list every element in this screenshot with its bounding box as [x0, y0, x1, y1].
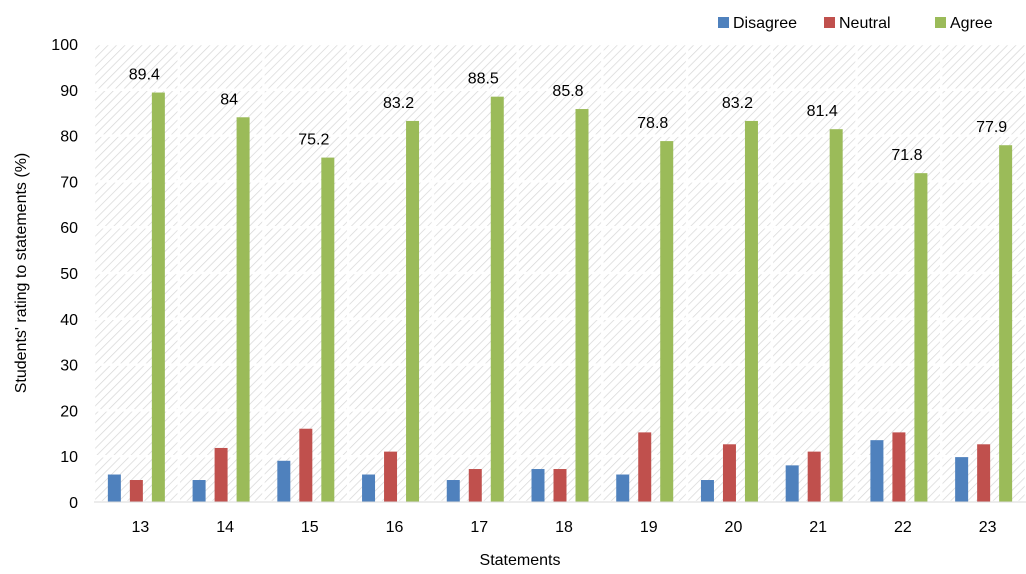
y-tick-label: 30	[60, 358, 78, 375]
bar-agree-15	[321, 157, 335, 503]
x-tick-label: 14	[216, 519, 234, 536]
bar-neutral-23	[977, 444, 991, 502]
data-label-18: 85.8	[552, 83, 583, 100]
data-label-20: 83.2	[722, 95, 753, 112]
x-tick-label: 19	[640, 519, 658, 536]
y-tick-label: 100	[51, 37, 78, 54]
y-tick-label: 80	[60, 129, 78, 146]
y-tick-label: 50	[60, 266, 78, 283]
x-tick-label: 16	[386, 519, 404, 536]
bar-neutral-21	[807, 451, 821, 502]
y-tick-label: 60	[60, 220, 78, 237]
legend-label-neutral: Neutral	[839, 15, 891, 32]
y-tick-label: 70	[60, 174, 78, 191]
legend-swatch-neutral	[824, 17, 835, 28]
bar-disagree-20	[700, 480, 714, 502]
data-label-19: 78.8	[637, 115, 668, 132]
x-tick-label: 13	[131, 519, 149, 536]
data-label-17: 88.5	[468, 71, 499, 88]
x-tick-label: 23	[979, 519, 997, 536]
x-tick-label: 17	[470, 519, 488, 536]
x-tick-label: 21	[809, 519, 827, 536]
bar-disagree-14	[192, 480, 206, 502]
data-label-15: 75.2	[298, 132, 329, 149]
bar-disagree-16	[362, 474, 376, 502]
bar-disagree-18	[531, 469, 545, 502]
bar-disagree-13	[107, 474, 121, 502]
x-axis-title: Statements	[480, 552, 561, 569]
bar-agree-18	[575, 109, 589, 502]
bar-agree-19	[660, 141, 674, 502]
y-tick-label: 10	[60, 449, 78, 466]
bar-agree-22	[914, 173, 928, 502]
bar-disagree-21	[785, 465, 799, 502]
bar-agree-23	[999, 145, 1013, 502]
bar-agree-17	[490, 96, 504, 503]
x-tick-label: 18	[555, 519, 573, 536]
bar-disagree-15	[277, 460, 291, 502]
legend-swatch-disagree	[718, 17, 729, 28]
y-tick-label: 40	[60, 312, 78, 329]
x-tick-label: 15	[301, 519, 319, 536]
legend-swatch-agree	[935, 17, 946, 28]
bar-neutral-14	[214, 447, 228, 502]
bar-disagree-22	[870, 440, 884, 502]
data-label-13: 89.4	[129, 67, 160, 84]
data-label-21: 81.4	[807, 103, 838, 120]
bar-disagree-23	[955, 457, 969, 502]
bar-neutral-18	[553, 469, 567, 502]
legend-label-disagree: Disagree	[733, 15, 797, 32]
legend-label-agree: Agree	[950, 15, 993, 32]
bar-neutral-22	[892, 432, 906, 502]
y-tick-label: 90	[60, 83, 78, 100]
x-tick-label: 22	[894, 519, 912, 536]
data-label-14: 84	[220, 91, 238, 108]
y-tick-label: 20	[60, 403, 78, 420]
bar-neutral-15	[299, 428, 313, 502]
data-label-16: 83.2	[383, 95, 414, 112]
bar-agree-14	[236, 117, 250, 502]
bar-neutral-13	[129, 480, 143, 502]
bar-neutral-20	[722, 444, 736, 502]
y-tick-label: 0	[69, 495, 78, 512]
bar-agree-13	[151, 92, 165, 502]
legend: Disagree Neutral Agree	[718, 15, 993, 32]
data-label-22: 71.8	[891, 147, 922, 164]
bar-neutral-16	[384, 451, 398, 502]
bar-neutral-19	[638, 432, 652, 502]
x-tick-label: 20	[725, 519, 743, 536]
data-label-23: 77.9	[976, 119, 1007, 136]
bar-agree-20	[744, 120, 758, 502]
bar-neutral-17	[468, 469, 482, 502]
bar-disagree-19	[616, 474, 630, 502]
bar-disagree-17	[446, 480, 460, 502]
bar-agree-16	[406, 120, 420, 502]
bar-agree-21	[829, 129, 843, 503]
y-axis-title: Students' rating to statements (%)	[13, 153, 30, 394]
